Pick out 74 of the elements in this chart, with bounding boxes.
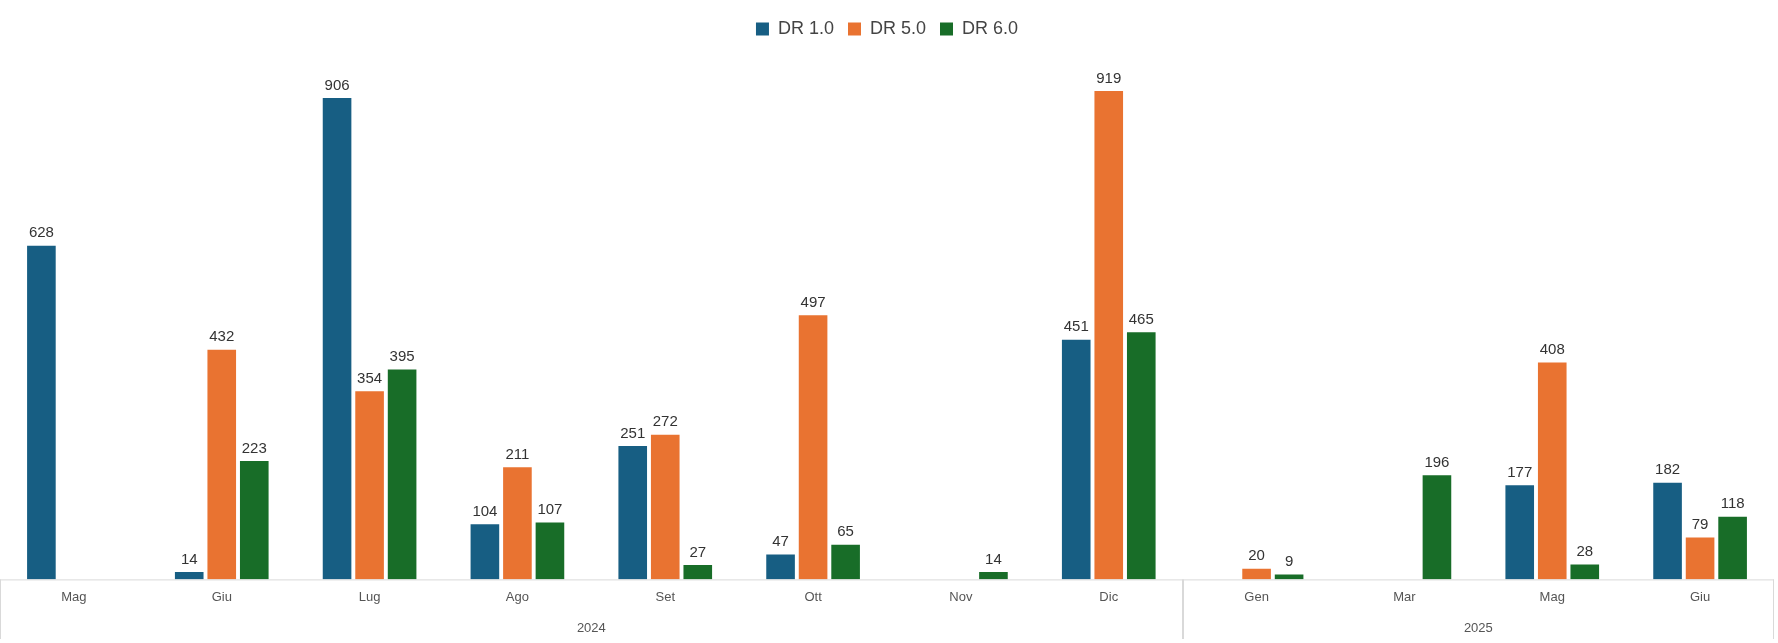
x-tick-label: Mag [61,588,87,604]
data-label: 272 [652,412,678,430]
text: 2025 [1463,620,1493,636]
bar [1718,516,1747,580]
text: 2024 [576,620,606,636]
data-label: 14 [985,549,1002,567]
data-label: 432 [209,327,235,345]
x-tick-label: Nov [949,588,973,604]
data-label: 104 [472,501,498,519]
x-tick-label: Giu [211,588,232,604]
data-label: 118 [1720,494,1745,512]
data-label: 9 [1284,552,1294,570]
x-tick-label: Mar [1393,588,1417,604]
data-label: 211 [505,444,530,462]
x-tick-label: Mag [1539,588,1565,604]
bar [355,391,384,580]
legend-label: DR 6.0 [962,17,1019,38]
x-tick-label: Gen [1244,588,1269,604]
legend-label: DR 1.0 [777,17,834,38]
x-tick-label: Lug [358,588,381,604]
data-label: 47 [772,532,789,550]
bar [1242,568,1271,580]
data-label: 251 [620,423,646,441]
data-label: 177 [1507,462,1533,480]
bar [174,571,204,580]
data-label: 182 [1655,460,1681,478]
data-label: 906 [324,75,350,93]
data-label: 223 [241,438,267,456]
data-label: 28 [1576,542,1594,560]
data-label: 107 [537,500,563,518]
bar [1653,482,1682,580]
data-label: 65 [837,522,854,540]
data-label: 628 [28,223,54,241]
bar [1570,564,1600,580]
bar [470,524,500,580]
data-label: 408 [1539,340,1565,358]
x-tick-label: Giu [1689,588,1711,604]
data-label: 79 [1691,515,1709,533]
bar [1061,339,1091,580]
bar [766,554,795,580]
x-tick-label: Dic [1099,588,1119,604]
bar [683,565,713,580]
data-label: 395 [389,347,415,365]
data-label: 196 [1424,452,1450,470]
x-tick-label: Ott [804,588,823,604]
data-label: 497 [800,292,826,310]
bar [535,522,565,580]
data-label: 451 [1063,317,1089,335]
bar [979,571,1008,580]
data-label: 20 [1248,546,1265,564]
legend-label: DR 5.0 [869,17,927,38]
data-label: 354 [357,368,383,386]
bar [1505,485,1535,580]
bar [387,369,417,580]
bar [831,544,860,580]
bar [1685,537,1715,580]
bar [1537,362,1567,580]
bar [1126,332,1156,580]
bar [650,434,680,580]
bar [1422,475,1452,580]
data-label: 465 [1128,309,1154,327]
x-tick-label: Set [655,588,676,604]
bar [239,460,269,580]
data-label: 27 [689,542,707,560]
x-tick-label: Ago [505,588,529,604]
bar [322,97,352,580]
bar [798,315,828,580]
bar [27,245,56,580]
bar [618,446,648,580]
bar [503,467,532,580]
bar [207,349,237,580]
data-label: 14 [180,549,198,567]
data-label: 919 [1096,68,1122,86]
bar [1094,91,1124,580]
